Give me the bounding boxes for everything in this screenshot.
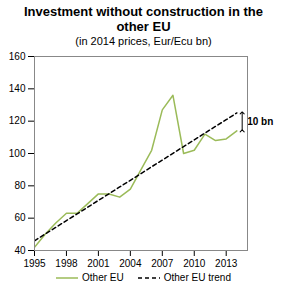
html-text:Investment without constructio: Investment without construction in the o… — [24, 4, 263, 34]
svg-text:60: 60 — [14, 212, 26, 223]
svg-text:10 bn: 10 bn — [247, 116, 273, 127]
svg-text:160: 160 — [9, 51, 26, 62]
html-text:Other EU: Other EU — [82, 272, 124, 283]
svg-text:2004: 2004 — [119, 258, 142, 269]
svg-text:2013: 2013 — [215, 258, 238, 269]
svg-text:2007: 2007 — [151, 258, 174, 269]
html-text:(in 2014 prices, Eur/Ecu bn): (in 2014 prices, Eur/Ecu bn) — [75, 35, 212, 47]
svg-text:100: 100 — [9, 148, 26, 159]
svg-text:1995: 1995 — [23, 258, 46, 269]
svg-text:80: 80 — [14, 180, 26, 191]
svg-text:1998: 1998 — [55, 258, 78, 269]
svg-text:2010: 2010 — [183, 258, 206, 269]
svg-text:140: 140 — [9, 83, 26, 94]
svg-text:2001: 2001 — [87, 258, 110, 269]
html-text:Other EU trend: Other EU trend — [163, 272, 231, 283]
svg-text:120: 120 — [9, 115, 26, 126]
svg-text:40: 40 — [14, 245, 26, 256]
